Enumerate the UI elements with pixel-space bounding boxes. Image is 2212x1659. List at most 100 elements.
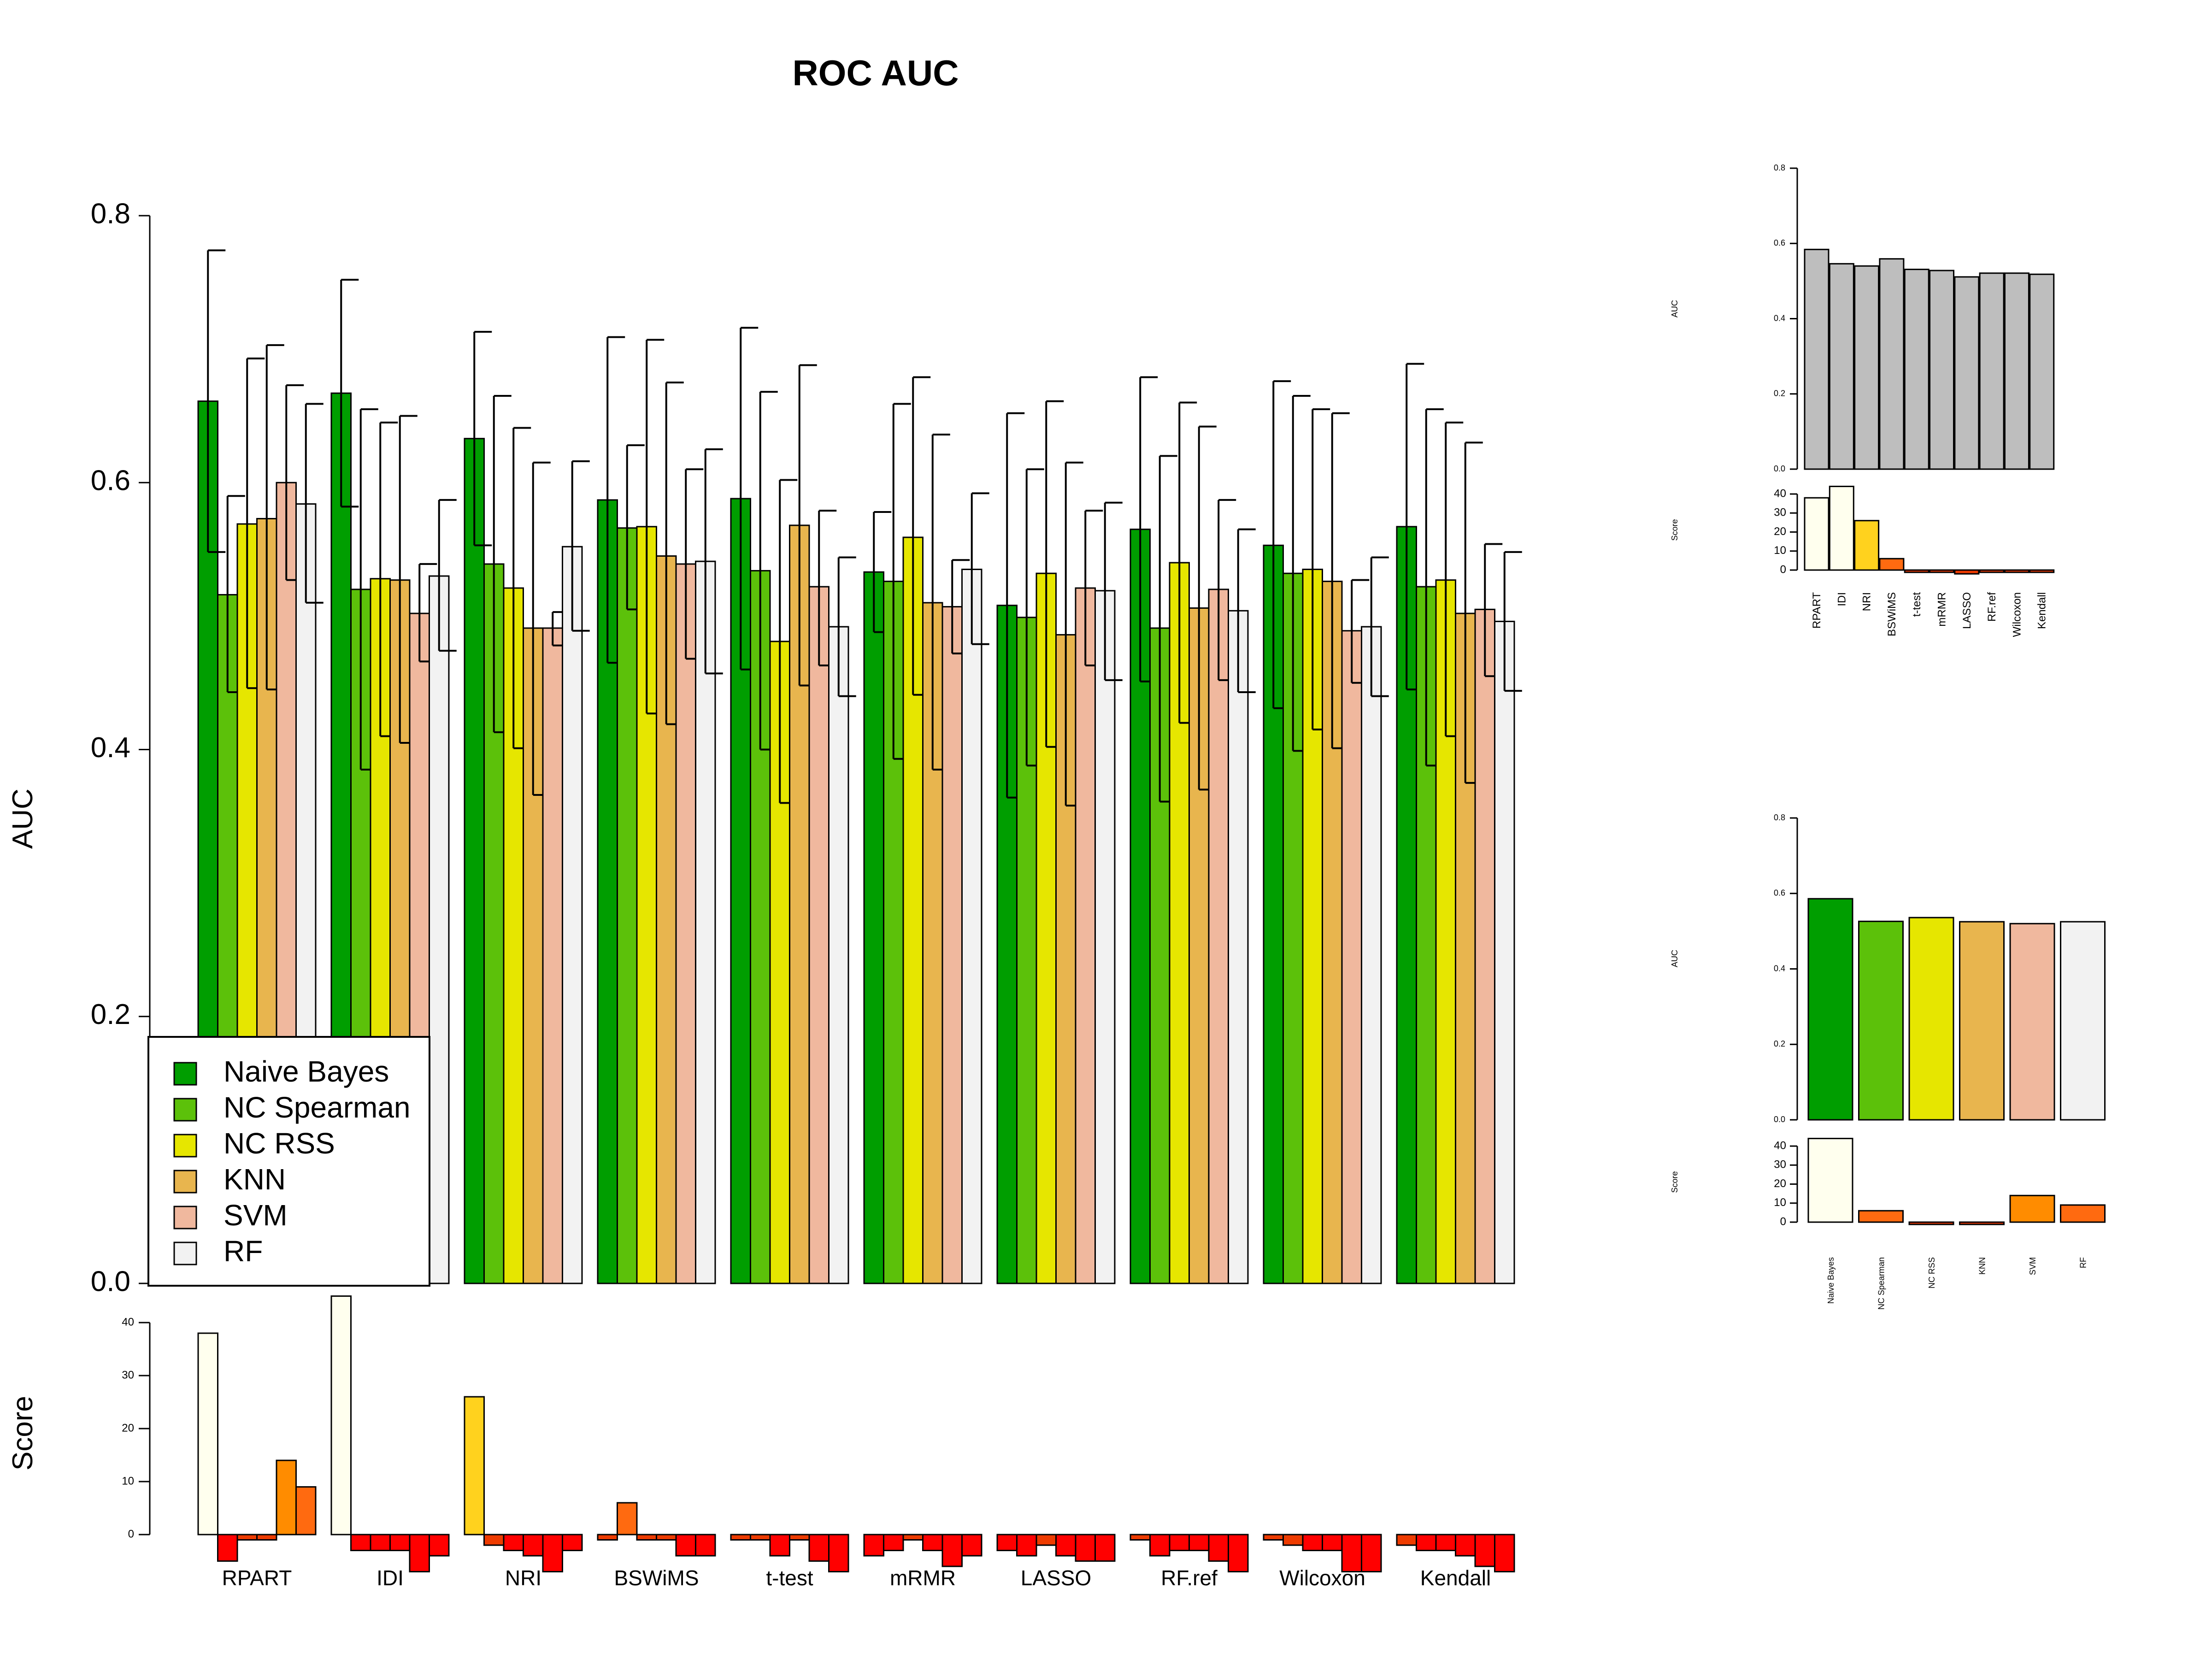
score-bar-lasso xyxy=(1016,1534,1037,1557)
sum1-bar xyxy=(1879,258,1905,470)
score-y-tick-label: 20 xyxy=(122,1422,134,1434)
sum2-category-label: NC Spearman xyxy=(1877,1257,1886,1310)
score-bar-nri xyxy=(523,1534,544,1557)
score-bar-idi xyxy=(389,1534,411,1551)
y-axis-label: AUC xyxy=(7,788,39,849)
summary-classifiers-score-panel: 0 10 20 30 40 Score Naive Bayes NC Spearman NC R… xyxy=(1670,1138,2106,1310)
sum1s-y-tick-label: 20 xyxy=(1774,525,1786,538)
main-y-tick-label: 0.0 xyxy=(91,1265,130,1297)
category-label: LASSO xyxy=(1021,1566,1091,1590)
score-bar-rpart xyxy=(295,1486,317,1535)
bar-rf-lasso xyxy=(1094,590,1116,1284)
score-bar-lasso xyxy=(1094,1534,1116,1562)
legend-swatch-nc-spearman xyxy=(173,1098,197,1122)
score-bar-idi xyxy=(429,1534,450,1557)
score-bar-rf.ref xyxy=(1208,1534,1229,1562)
sum1-bar xyxy=(1979,272,2005,470)
main-score-panel: 0 10 20 30 40 Score RPART IDI NRI BSWiMS t-test mRM… xyxy=(7,1295,1515,1590)
score-bar-rf.ref xyxy=(1188,1534,1210,1551)
sum1-score-bar xyxy=(2004,569,2030,573)
score-bar-kendall xyxy=(1416,1534,1437,1551)
score-axis-label: Score xyxy=(7,1396,39,1471)
bar-svm-kendall xyxy=(1474,608,1495,1284)
sum2-y-tick-label: 0.6 xyxy=(1774,888,1785,898)
sum1-score-bar xyxy=(1804,497,1830,571)
category-label: mRMR xyxy=(890,1566,956,1590)
sum1-bar xyxy=(2029,273,2055,470)
score-bar-rpart xyxy=(217,1534,238,1562)
score-bar-rpart xyxy=(236,1534,258,1541)
summary-classifiers-panel: 0.0 0.2 0.4 0.6 0.8 AUC xyxy=(1670,813,2106,1124)
score-bar-kendall xyxy=(1455,1534,1476,1557)
sum1-bar xyxy=(1954,276,1980,470)
category-label: NRI xyxy=(505,1566,541,1590)
score-bar-rpart xyxy=(256,1534,277,1541)
sum1-score-bar xyxy=(1929,569,1954,573)
bar-naive-bayes-nri xyxy=(464,438,485,1284)
score-bar-idi xyxy=(330,1295,352,1535)
score-bar-wilcoxon xyxy=(1361,1534,1382,1572)
sum1-score-bar xyxy=(1854,520,1880,571)
score-bar-nri xyxy=(483,1534,505,1546)
main-y-tick-label: 0.6 xyxy=(91,465,130,497)
score-bar-idi xyxy=(350,1534,371,1551)
bar-rf-rf.ref xyxy=(1228,610,1249,1284)
score-bar-mrmr xyxy=(883,1534,904,1551)
sum1-category-label: t-test xyxy=(1911,592,1923,617)
legend-entry: Naive Bayes xyxy=(224,1055,389,1088)
sum2-score-axis-label: Score xyxy=(1670,1171,1679,1193)
score-bar-lasso xyxy=(996,1534,1018,1551)
score-bar-rf.ref xyxy=(1169,1534,1190,1551)
sum1-score-bar xyxy=(1879,558,1905,571)
sum2s-y-tick-label: 0 xyxy=(1780,1215,1786,1228)
sum2-bar-svm xyxy=(2009,923,2055,1121)
score-y-tick-label: 40 xyxy=(122,1316,134,1328)
sum1-bar xyxy=(1829,263,1854,470)
score-bar-t-test xyxy=(828,1534,849,1572)
sum2-y-tick-label: 0.4 xyxy=(1774,964,1785,973)
legend-swatch-naive-bayes xyxy=(173,1062,197,1086)
sum1-score-bar xyxy=(1904,569,1930,573)
chart-title: ROC AUC xyxy=(792,53,959,93)
sum2-category-label: KNN xyxy=(1978,1257,1987,1275)
bar-rf-wilcoxon xyxy=(1361,626,1382,1284)
score-bar-bswims xyxy=(597,1534,618,1541)
summary-methods-panel: 0.0 0.2 0.4 0.6 0.8 AUC xyxy=(1670,163,2055,473)
score-bar-nri xyxy=(464,1396,485,1535)
sum2-score-bar xyxy=(2009,1194,2055,1223)
bar-svm-nri xyxy=(542,627,563,1284)
bar-rf-t-test xyxy=(828,626,849,1284)
sum2-category-label: NC RSS xyxy=(1927,1257,1936,1288)
bar-naive-bayes-mrmr xyxy=(863,571,884,1284)
category-label: IDI xyxy=(377,1566,404,1590)
bar-svm-lasso xyxy=(1075,587,1096,1284)
sum2-y-tick-label: 0.2 xyxy=(1774,1039,1785,1048)
sum2-bar-nc-rss xyxy=(1908,917,1954,1121)
main-auc-panel: 0.0 0.2 0.4 0.6 0.8 AUC xyxy=(7,198,1522,1297)
sum2s-y-tick-label: 20 xyxy=(1774,1177,1786,1190)
score-bar-lasso xyxy=(1035,1534,1057,1546)
score-bar-bswims xyxy=(695,1534,716,1557)
sum1-score-bar xyxy=(1829,486,1854,571)
sum2-bar-nc-spearman xyxy=(1858,920,1904,1121)
bar-rf-mrmr xyxy=(961,569,982,1284)
bar-rf-nri xyxy=(562,546,583,1284)
sum1-category-label: Wilcoxon xyxy=(2011,592,2023,637)
score-bar-nri xyxy=(503,1534,524,1551)
sum1-bar xyxy=(2004,272,2030,470)
sum2-bar-knn xyxy=(1959,921,2005,1121)
sum1-score-bar xyxy=(1954,569,1980,575)
bar-nc-spearman-bswims xyxy=(617,527,638,1284)
score-bar-bswims xyxy=(656,1534,677,1541)
score-bar-wilcoxon xyxy=(1263,1534,1284,1541)
sum1-category-label: IDI xyxy=(1835,592,1848,606)
sum1-y-tick-label: 0.4 xyxy=(1774,313,1785,323)
score-bar-kendall xyxy=(1435,1534,1456,1551)
sum1-y-tick-label: 0.2 xyxy=(1774,389,1785,398)
sum1-bar xyxy=(1804,248,1830,470)
score-bar-rf.ref xyxy=(1130,1534,1151,1541)
category-label: BSWiMS xyxy=(614,1566,699,1590)
sum1-y-tick-label: 0.6 xyxy=(1774,238,1785,247)
